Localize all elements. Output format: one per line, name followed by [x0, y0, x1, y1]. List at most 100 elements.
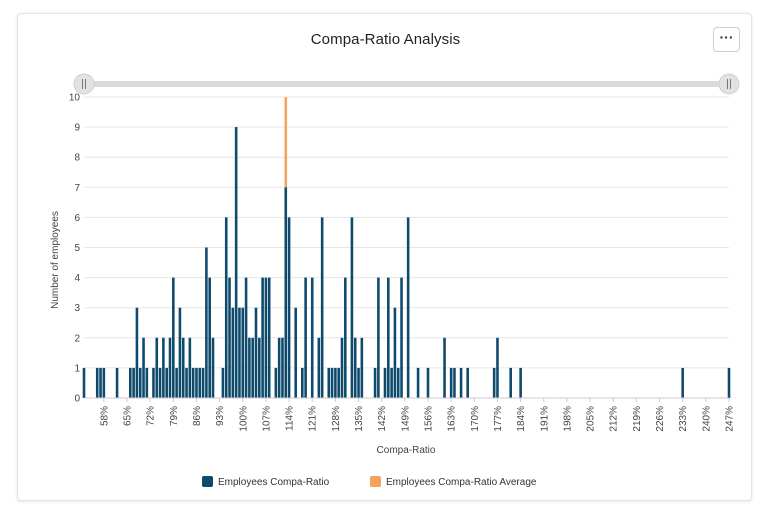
bar[interactable]: [181, 337, 185, 398]
bar[interactable]: [175, 367, 178, 398]
bar[interactable]: [165, 367, 168, 398]
bar[interactable]: [195, 367, 198, 398]
y-tick-label: 1: [74, 363, 80, 374]
bar[interactable]: [267, 277, 271, 398]
bar[interactable]: [155, 337, 159, 398]
bar[interactable]: [334, 367, 337, 398]
bar[interactable]: [304, 277, 307, 398]
bar[interactable]: [274, 367, 278, 398]
bar[interactable]: [373, 367, 377, 398]
bar[interactable]: [211, 337, 215, 398]
bar[interactable]: [281, 337, 284, 398]
bar[interactable]: [261, 277, 264, 398]
bar[interactable]: [383, 367, 387, 398]
bar[interactable]: [185, 367, 188, 398]
bar[interactable]: [496, 337, 499, 398]
bar[interactable]: [102, 367, 106, 398]
bar[interactable]: [337, 367, 340, 398]
bar[interactable]: [129, 367, 132, 398]
bar[interactable]: [327, 367, 331, 398]
bar[interactable]: [205, 247, 208, 399]
legend-item-compa-ratio-average[interactable]: Employees Compa-Ratio Average: [370, 476, 536, 490]
bar[interactable]: [492, 367, 496, 398]
bar[interactable]: [284, 187, 288, 398]
average-bar[interactable]: [284, 97, 288, 188]
bar[interactable]: [390, 367, 393, 398]
bar[interactable]: [277, 337, 281, 398]
bar[interactable]: [519, 367, 522, 398]
bar[interactable]: [264, 277, 268, 398]
bar[interactable]: [162, 337, 165, 398]
bar[interactable]: [188, 337, 192, 398]
bar[interactable]: [353, 337, 357, 398]
range-slider-right-handle[interactable]: [718, 73, 740, 95]
x-tick-label: 149%: [400, 406, 411, 432]
bar[interactable]: [406, 217, 410, 398]
bar[interactable]: [449, 367, 453, 398]
bar[interactable]: [152, 367, 155, 398]
bar[interactable]: [254, 307, 258, 398]
bar[interactable]: [172, 277, 175, 398]
bar[interactable]: [294, 307, 297, 398]
bar[interactable]: [426, 367, 430, 398]
bar[interactable]: [344, 277, 347, 398]
bar[interactable]: [228, 277, 231, 398]
bar[interactable]: [238, 307, 241, 398]
bar[interactable]: [287, 217, 291, 398]
bar[interactable]: [443, 337, 446, 398]
legend-item-compa-ratio[interactable]: Employees Compa-Ratio: [202, 476, 329, 490]
bar[interactable]: [393, 307, 397, 398]
bar[interactable]: [466, 367, 469, 398]
chart-svg: 0 1 2 3 4 5 6 7 8 9 10 58% 65% 72% 79% 86% 93% 100% 107% 1…: [50, 73, 740, 456]
bar[interactable]: [145, 367, 149, 398]
bar[interactable]: [221, 367, 225, 398]
bar[interactable]: [681, 367, 684, 398]
bar[interactable]: [168, 337, 172, 398]
bar[interactable]: [231, 307, 235, 398]
chart-menu-button[interactable]: ···: [713, 27, 740, 52]
bar[interactable]: [509, 367, 512, 398]
bar[interactable]: [115, 367, 119, 398]
bar[interactable]: [258, 337, 261, 398]
bar[interactable]: [135, 307, 139, 398]
bar[interactable]: [357, 367, 360, 398]
bar[interactable]: [727, 367, 731, 398]
bar[interactable]: [178, 307, 182, 398]
bar[interactable]: [400, 277, 403, 398]
bar[interactable]: [201, 367, 205, 398]
bar[interactable]: [224, 217, 228, 398]
bar[interactable]: [95, 367, 99, 398]
bar[interactable]: [350, 217, 354, 398]
bar[interactable]: [82, 367, 86, 398]
bar[interactable]: [377, 277, 380, 398]
bar[interactable]: [248, 337, 251, 398]
bar[interactable]: [301, 367, 304, 398]
bar[interactable]: [416, 367, 420, 398]
bar[interactable]: [158, 367, 162, 398]
x-tick-label: 114%: [285, 406, 296, 431]
bar[interactable]: [453, 367, 456, 398]
bar[interactable]: [459, 367, 463, 398]
bar[interactable]: [208, 277, 211, 398]
bar[interactable]: [138, 367, 142, 398]
range-slider-left-handle[interactable]: [73, 73, 95, 95]
bar[interactable]: [317, 337, 321, 398]
bar[interactable]: [234, 127, 238, 398]
range-slider[interactable]: [73, 73, 740, 95]
bar[interactable]: [132, 367, 135, 398]
bar[interactable]: [360, 337, 364, 398]
bar[interactable]: [251, 337, 254, 398]
range-slider-track[interactable]: [81, 81, 733, 87]
bar[interactable]: [310, 277, 314, 398]
bar[interactable]: [198, 367, 202, 398]
bar[interactable]: [330, 367, 334, 398]
bar[interactable]: [99, 367, 102, 398]
bar[interactable]: [320, 217, 324, 398]
bar[interactable]: [387, 277, 390, 398]
bar[interactable]: [191, 367, 195, 398]
bar[interactable]: [244, 277, 248, 398]
bar[interactable]: [142, 337, 145, 398]
bar[interactable]: [340, 337, 344, 398]
bar[interactable]: [396, 367, 400, 398]
bar[interactable]: [241, 307, 245, 398]
